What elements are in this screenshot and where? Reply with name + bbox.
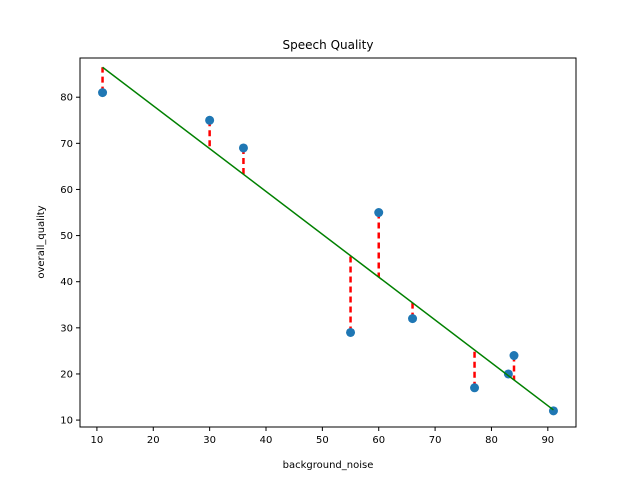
- y-tick-label: 60: [60, 185, 73, 196]
- x-tick-label: 60: [372, 435, 385, 446]
- y-tick-label: 10: [60, 416, 73, 427]
- y-tick-label: 30: [60, 323, 73, 334]
- x-tick-label: 80: [485, 435, 498, 446]
- data-point: [509, 351, 519, 361]
- y-tick-label: 70: [60, 139, 73, 150]
- plot-area: [98, 66, 558, 416]
- y-tick-label: 80: [60, 93, 73, 104]
- data-point: [98, 88, 108, 98]
- x-tick-label: 90: [541, 435, 554, 446]
- data-point: [238, 143, 248, 153]
- x-axis-label: background_noise: [283, 460, 374, 471]
- x-tick-label: 70: [429, 435, 442, 446]
- data-point: [346, 327, 356, 337]
- x-tick-label: 40: [260, 435, 273, 446]
- x-tick-label: 10: [91, 435, 104, 446]
- data-point: [408, 314, 418, 324]
- data-point: [503, 369, 513, 379]
- axes-frame: [79, 57, 577, 428]
- y-tick-label: 50: [60, 231, 73, 242]
- regression-line: [102, 66, 554, 411]
- data-point: [470, 383, 480, 393]
- x-tick-label: 20: [147, 435, 160, 446]
- chart-title: Speech Quality: [283, 38, 374, 52]
- data-point: [374, 208, 384, 218]
- y-tick-label: 40: [60, 277, 73, 288]
- data-point: [205, 115, 215, 125]
- x-tick-label: 30: [203, 435, 216, 446]
- y-tick-label: 20: [60, 369, 73, 380]
- y-axis-label: overall_quality: [36, 205, 47, 278]
- axis-ticks: 10 20 30 40 50 60 70 80 90 10 20 30 40 50 60 70 80: [60, 93, 554, 446]
- x-tick-label: 50: [316, 435, 329, 446]
